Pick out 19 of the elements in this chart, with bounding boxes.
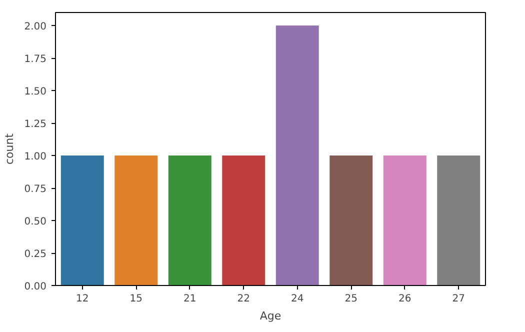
x-tick-label: 27 <box>452 294 465 304</box>
x-tick-label: 24 <box>291 294 304 304</box>
y-tick-label: 0.00 <box>24 282 46 292</box>
x-tick-label: 12 <box>76 294 89 304</box>
x-tick-label: 21 <box>184 294 196 304</box>
y-tick-label: 1.75 <box>24 54 46 65</box>
y-tick-label: 1.25 <box>24 119 46 130</box>
x-axis-title: Age <box>260 310 282 322</box>
y-axis-title: count <box>3 132 16 165</box>
y-tick-label: 0.25 <box>24 249 46 260</box>
x-tick-label: 26 <box>398 294 412 304</box>
y-tick-label: 2.00 <box>24 22 46 32</box>
x-tick-label: 15 <box>130 294 142 304</box>
y-tick-label: 0.75 <box>24 184 46 195</box>
y-tick-label: 1.00 <box>24 152 46 162</box>
x-tick-label: 25 <box>344 294 358 304</box>
y-tick-label: 1.50 <box>24 86 46 98</box>
y-tick-label: 0.50 <box>24 216 46 228</box>
x-tick-label: 22 <box>237 294 250 304</box>
